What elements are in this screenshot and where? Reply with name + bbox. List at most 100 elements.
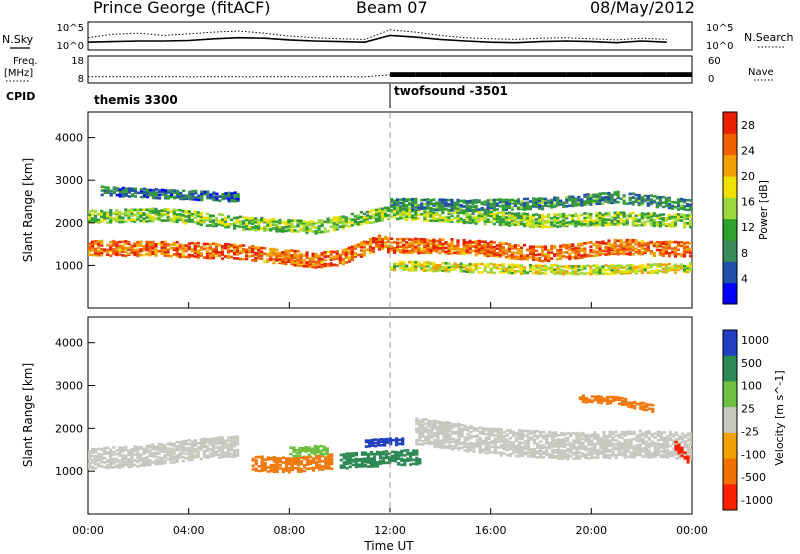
range-cell — [531, 258, 536, 261]
range-cell — [163, 447, 167, 451]
range-cell — [142, 253, 146, 257]
range-cell — [323, 227, 327, 231]
range-cell — [397, 461, 401, 465]
range-cell — [360, 453, 364, 456]
range-cell — [169, 442, 173, 445]
range-cell — [154, 455, 158, 459]
range-cell — [364, 439, 368, 442]
range-cell — [620, 433, 624, 436]
range-cell — [487, 427, 491, 431]
range-cell — [304, 450, 308, 453]
range-cell — [287, 251, 291, 255]
range-cell — [610, 221, 614, 224]
range-cell — [569, 432, 573, 435]
range-cell — [596, 456, 600, 459]
range-cell — [444, 267, 448, 271]
range-cell — [91, 465, 95, 469]
range-cell — [517, 437, 521, 440]
range-cell — [311, 255, 315, 259]
range-cell — [577, 253, 581, 257]
range-cell — [369, 458, 374, 462]
range-cell — [462, 238, 466, 242]
range-cell — [676, 241, 681, 244]
range-cell — [100, 464, 104, 468]
range-cell — [526, 445, 531, 449]
range-cell — [610, 245, 614, 248]
range-cell — [535, 253, 539, 257]
range-cell — [652, 214, 656, 218]
range-cell — [634, 270, 638, 273]
range-cell — [583, 200, 587, 203]
range-cell — [613, 252, 617, 256]
range-cell — [272, 253, 276, 257]
range-cell — [106, 191, 110, 194]
range-cell — [538, 222, 542, 225]
range-cell — [332, 228, 336, 232]
range-cell — [448, 429, 452, 433]
range-cell — [257, 218, 261, 222]
range-cell — [599, 439, 603, 442]
range-cell — [469, 444, 473, 447]
range-cell — [145, 240, 149, 244]
range-cell — [133, 453, 137, 456]
range-cell — [574, 250, 578, 254]
range-cell — [433, 438, 437, 442]
range-cell — [619, 243, 623, 246]
range-cell — [418, 423, 422, 427]
range-cell — [130, 453, 134, 457]
range-cell — [520, 447, 525, 450]
range-cell — [172, 248, 176, 252]
range-cell — [496, 431, 500, 435]
range-cell — [617, 450, 621, 453]
range-cell — [553, 272, 557, 275]
range-cell — [181, 444, 185, 447]
range-cell — [197, 198, 201, 202]
range-cell — [230, 197, 234, 201]
range-cell — [607, 265, 611, 268]
range-cell — [245, 222, 249, 226]
range-cell — [335, 221, 339, 225]
range-cell — [490, 445, 494, 448]
range-cell — [435, 248, 439, 251]
range-cell — [631, 245, 635, 249]
range-cell — [278, 463, 282, 467]
range-cell — [519, 216, 524, 220]
range-cell — [595, 269, 599, 272]
range-cell — [187, 220, 191, 223]
range-cell — [583, 242, 587, 245]
range-cell — [411, 208, 415, 211]
range-cell — [667, 269, 671, 272]
range-cell — [507, 247, 511, 250]
range-cell — [100, 460, 104, 464]
range-cell — [649, 200, 653, 204]
range-cell — [507, 269, 511, 273]
range-cell — [121, 212, 125, 216]
range-cell — [442, 423, 446, 427]
range-cell — [486, 242, 490, 245]
range-cell — [516, 212, 520, 215]
range-cell — [679, 254, 684, 257]
range-cell — [586, 199, 590, 203]
range-cell — [121, 456, 125, 459]
range-cell — [145, 248, 149, 252]
range-cell — [121, 465, 125, 468]
range-cell — [474, 201, 478, 204]
range-cell — [326, 250, 330, 254]
range-cell — [551, 445, 555, 448]
range-cell — [572, 439, 576, 442]
range-cell — [484, 427, 488, 431]
range-cell — [450, 214, 454, 218]
range-cell — [269, 247, 273, 251]
range-cell — [184, 244, 188, 247]
range-cell — [486, 218, 490, 221]
range-cell — [229, 255, 234, 259]
range-cell — [115, 242, 119, 246]
range-cell — [625, 267, 629, 271]
range-cell — [217, 221, 222, 224]
range-cell — [326, 217, 330, 220]
range-cell — [257, 256, 261, 260]
range-cell — [118, 250, 122, 254]
range-cell — [528, 255, 533, 259]
range-cell — [686, 214, 690, 217]
range-cell — [544, 266, 548, 270]
